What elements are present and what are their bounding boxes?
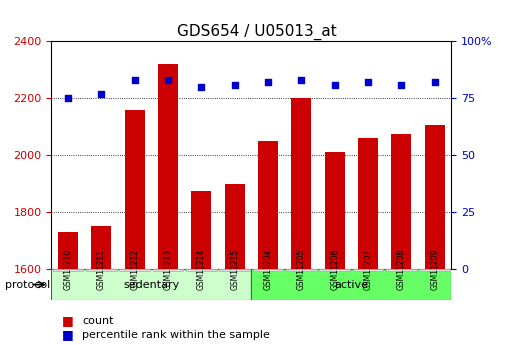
Text: GSM11214: GSM11214 xyxy=(197,248,206,290)
Point xyxy=(264,80,272,85)
Text: ■: ■ xyxy=(62,314,73,327)
Text: percentile rank within the sample: percentile rank within the sample xyxy=(82,330,270,339)
Text: GSM11204: GSM11204 xyxy=(264,248,272,290)
Bar xyxy=(225,184,245,269)
Text: GDS654 / U05013_at: GDS654 / U05013_at xyxy=(176,24,337,40)
Text: sedentary: sedentary xyxy=(123,280,180,289)
Text: GSM11215: GSM11215 xyxy=(230,248,239,290)
Text: GSM11210: GSM11210 xyxy=(64,248,72,290)
Point xyxy=(430,80,439,85)
Bar xyxy=(425,125,445,269)
Text: GSM11212: GSM11212 xyxy=(130,249,139,289)
Bar xyxy=(325,152,345,269)
Point xyxy=(330,82,339,87)
Text: GSM11205: GSM11205 xyxy=(297,248,306,290)
Point xyxy=(97,91,105,97)
Point xyxy=(364,80,372,85)
Text: active: active xyxy=(334,280,368,289)
Text: GSM11209: GSM11209 xyxy=(430,248,439,290)
Bar xyxy=(358,138,378,269)
Text: count: count xyxy=(82,316,113,326)
Bar xyxy=(125,110,145,269)
Text: GSM11206: GSM11206 xyxy=(330,248,339,290)
Bar xyxy=(258,141,278,269)
Bar xyxy=(158,64,178,269)
Bar xyxy=(91,226,111,269)
Point xyxy=(397,82,405,87)
Text: GSM11207: GSM11207 xyxy=(364,248,372,290)
Bar xyxy=(191,191,211,269)
Text: ■: ■ xyxy=(62,328,73,341)
Bar xyxy=(391,134,411,269)
Text: GSM11213: GSM11213 xyxy=(164,248,172,290)
Point xyxy=(197,84,205,90)
Text: GSM11208: GSM11208 xyxy=(397,248,406,290)
Point xyxy=(64,96,72,101)
Text: protocol: protocol xyxy=(5,280,50,289)
Point xyxy=(164,77,172,83)
FancyBboxPatch shape xyxy=(251,269,451,300)
Bar xyxy=(291,98,311,269)
Text: GSM11211: GSM11211 xyxy=(97,249,106,289)
Point xyxy=(297,77,305,83)
Point xyxy=(130,77,139,83)
Point xyxy=(230,82,239,87)
FancyBboxPatch shape xyxy=(51,269,251,300)
Bar xyxy=(58,232,78,269)
